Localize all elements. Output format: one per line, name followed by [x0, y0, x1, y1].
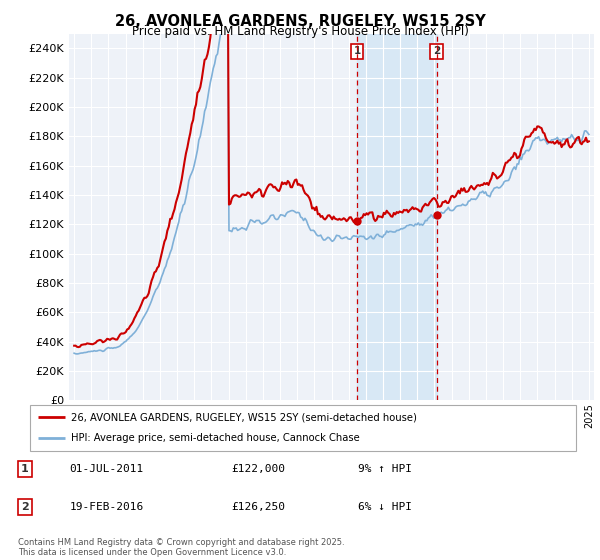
- Text: 01-JUL-2011: 01-JUL-2011: [70, 464, 144, 474]
- Text: 2: 2: [433, 46, 440, 56]
- Text: 1: 1: [353, 46, 361, 56]
- Text: HPI: Average price, semi-detached house, Cannock Chase: HPI: Average price, semi-detached house,…: [71, 433, 360, 444]
- Text: Price paid vs. HM Land Registry's House Price Index (HPI): Price paid vs. HM Land Registry's House …: [131, 25, 469, 38]
- Text: £122,000: £122,000: [231, 464, 285, 474]
- Text: £126,250: £126,250: [231, 502, 285, 512]
- Bar: [357, 34, 437, 400]
- Text: 9% ↑ HPI: 9% ↑ HPI: [358, 464, 412, 474]
- Text: Contains HM Land Registry data © Crown copyright and database right 2025.
This d: Contains HM Land Registry data © Crown c…: [18, 538, 344, 557]
- Text: 19-FEB-2016: 19-FEB-2016: [70, 502, 144, 512]
- Text: 6% ↓ HPI: 6% ↓ HPI: [358, 502, 412, 512]
- Text: 26, AVONLEA GARDENS, RUGELEY, WS15 2SY (semi-detached house): 26, AVONLEA GARDENS, RUGELEY, WS15 2SY (…: [71, 412, 417, 422]
- Text: 2: 2: [21, 502, 29, 512]
- Text: 26, AVONLEA GARDENS, RUGELEY, WS15 2SY: 26, AVONLEA GARDENS, RUGELEY, WS15 2SY: [115, 14, 485, 29]
- Text: 1: 1: [21, 464, 29, 474]
